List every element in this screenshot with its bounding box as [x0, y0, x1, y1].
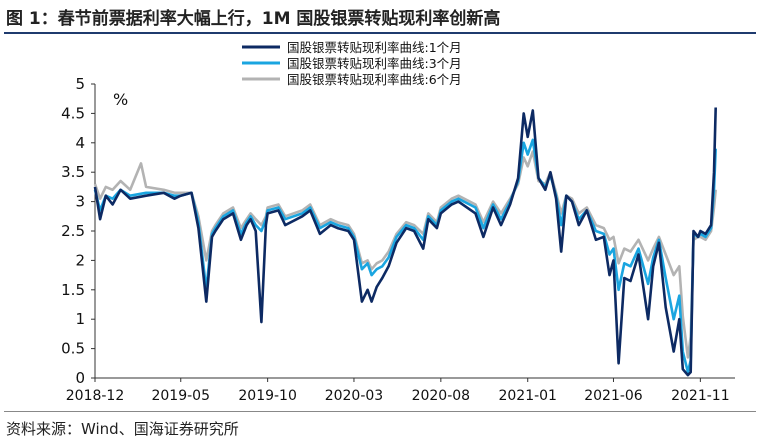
x-tick-label: 2019-05 — [151, 388, 210, 404]
y-tick-labels: 0 0.5 1 1.5 2 2.5 3 3.5 4 4.5 5 — [61, 75, 85, 387]
legend-label: 国股银票转贴现利率曲线:3个月 — [287, 56, 462, 71]
y-tick-label: 4 — [75, 134, 85, 152]
figure-title: 图 1：春节前票据利率大幅上行，1M 国股银票转贴现利率创新高 — [6, 9, 501, 29]
x-tick-label: 2018-12 — [66, 388, 125, 404]
x-tick-label: 2021-01 — [498, 388, 557, 404]
x-tick-labels: 2018-12 2019-05 2019-10 2020-03 2020-08 2021-… — [66, 388, 730, 404]
x-tick-label: 2020-08 — [412, 388, 471, 404]
legend: 国股银票转贴现利率曲线:1个月国股银票转贴现利率曲线:3个月国股银票转贴现利率曲… — [242, 40, 462, 87]
series-line-1m — [93, 107, 717, 377]
series-line-6m — [93, 150, 717, 359]
source-note: 资料来源：Wind、国海证券研究所 — [6, 420, 239, 438]
y-tick-label: 2.5 — [61, 222, 85, 240]
legend-label: 国股银票转贴现利率曲线:6个月 — [287, 72, 462, 87]
x-tick-label: 2019-10 — [238, 388, 297, 404]
y-unit-label: % — [113, 90, 128, 109]
axes — [91, 83, 735, 382]
y-tick-label: 0.5 — [61, 340, 85, 358]
y-tick-label: 3.5 — [61, 163, 85, 181]
y-tick-label: 1.5 — [61, 281, 85, 299]
x-tick-label: 2021-06 — [584, 388, 643, 404]
title-divider — [4, 32, 756, 34]
y-tick-label: 0 — [75, 369, 85, 387]
y-tick-label: 4.5 — [61, 104, 85, 122]
series-lines — [93, 107, 717, 377]
x-tick-label: 2020-03 — [325, 388, 384, 404]
y-tick-label: 3 — [75, 193, 85, 211]
legend-label: 国股银票转贴现利率曲线:1个月 — [287, 40, 462, 55]
y-tick-label: 1 — [75, 310, 85, 328]
footer-divider — [4, 411, 756, 412]
y-tick-label: 5 — [75, 75, 85, 93]
y-tick-label: 2 — [75, 251, 85, 269]
x-tick-label: 2021-11 — [671, 388, 730, 404]
